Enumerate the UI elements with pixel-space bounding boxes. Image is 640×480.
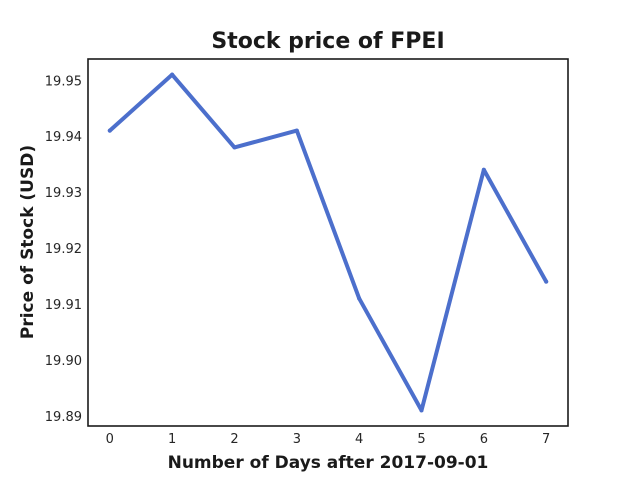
- series-line: [107, 72, 549, 413]
- x-tick-label: 4: [355, 432, 363, 447]
- x-tick-label: 5: [417, 432, 425, 447]
- y-tick-label: 19.95: [45, 74, 82, 89]
- x-tick-label: 0: [106, 432, 114, 447]
- y-tick-label: 19.94: [45, 130, 82, 145]
- data-point: [357, 296, 362, 301]
- x-tick-label: 1: [168, 432, 176, 447]
- y-axis-label: Price of Stock (USD): [18, 145, 38, 339]
- data-point: [294, 128, 299, 133]
- x-tick-label: 3: [293, 432, 301, 447]
- x-axis-label: Number of Days after 2017-09-01: [168, 453, 489, 473]
- x-tick-label: 7: [542, 432, 550, 447]
- series-group: [107, 72, 549, 413]
- y-tick-label: 19.92: [45, 242, 82, 257]
- data-point: [419, 408, 424, 413]
- y-tick-label: 19.91: [45, 298, 82, 313]
- chart-title: Stock price of FPEI: [211, 29, 444, 54]
- y-tick-label: 19.89: [45, 410, 82, 425]
- x-tick-label: 2: [230, 432, 238, 447]
- x-tick-label: 6: [480, 432, 488, 447]
- x-axis-ticks: 0 1 2 3 4 5 6 7: [106, 432, 551, 447]
- data-point: [107, 128, 112, 133]
- data-point: [170, 72, 175, 77]
- y-tick-label: 19.90: [45, 354, 82, 369]
- y-tick-label: 19.93: [45, 186, 82, 201]
- y-axis-ticks: 19.89 19.90 19.91 19.92 19.93 19.94 19.95: [45, 74, 82, 425]
- data-point: [481, 167, 486, 172]
- plot-area-frame: [87, 58, 569, 427]
- data-point: [232, 145, 237, 150]
- data-point: [544, 279, 549, 284]
